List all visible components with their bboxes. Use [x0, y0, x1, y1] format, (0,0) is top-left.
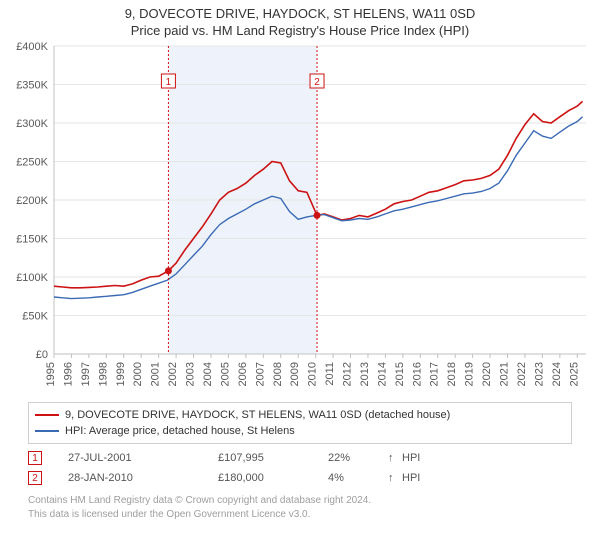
svg-text:2010: 2010 [307, 362, 319, 386]
arrow-up-icon: ↑ [388, 472, 402, 484]
sale-marker-box: 1 [28, 451, 42, 465]
svg-text:2015: 2015 [394, 362, 406, 386]
sale-price: £180,000 [218, 472, 328, 484]
sale-date: 27-JUL-2001 [68, 452, 218, 464]
legend-swatch [35, 414, 59, 416]
chart-svg: £0 £50K £100K £150K £200K £250K £300K £350K £400… [10, 42, 590, 394]
legend-item-price-paid: 9, DOVECOTE DRIVE, HAYDOCK, ST HELENS, W… [35, 407, 565, 423]
arrow-up-icon: ↑ [388, 452, 402, 464]
title-subtitle: Price paid vs. HM Land Registry's House … [0, 23, 600, 38]
svg-text:2022: 2022 [516, 362, 528, 386]
footer-line: This data is licensed under the Open Gov… [28, 508, 572, 522]
sale-marker-box: 2 [28, 471, 42, 485]
chart-legend: 9, DOVECOTE DRIVE, HAYDOCK, ST HELENS, W… [28, 402, 572, 444]
svg-text:£50K: £50K [22, 311, 48, 323]
svg-text:2020: 2020 [481, 362, 493, 386]
svg-text:2009: 2009 [289, 362, 301, 386]
sale-row: 1 27-JUL-2001 £107,995 22% ↑ HPI [28, 448, 572, 468]
svg-text:1995: 1995 [45, 362, 57, 386]
legend-label: HPI: Average price, detached house, St H… [65, 425, 295, 437]
svg-text:2004: 2004 [202, 362, 214, 386]
svg-text:2007: 2007 [254, 362, 266, 386]
svg-text:1999: 1999 [115, 362, 127, 386]
svg-text:1997: 1997 [80, 362, 92, 386]
svg-text:£100K: £100K [16, 272, 48, 284]
svg-text:2003: 2003 [185, 362, 197, 386]
svg-text:1996: 1996 [62, 362, 74, 386]
svg-text:£200K: £200K [16, 195, 48, 207]
chart-titles: 9, DOVECOTE DRIVE, HAYDOCK, ST HELENS, W… [0, 0, 600, 42]
svg-text:£150K: £150K [16, 234, 48, 246]
sale-hpi-label: HPI [402, 472, 420, 484]
svg-text:2024: 2024 [551, 362, 563, 386]
legend-item-hpi: HPI: Average price, detached house, St H… [35, 423, 565, 439]
svg-text:1998: 1998 [97, 362, 109, 386]
sale-price: £107,995 [218, 452, 328, 464]
svg-text:2018: 2018 [446, 362, 458, 386]
sale-pct: 4% [328, 472, 388, 484]
legend-label: 9, DOVECOTE DRIVE, HAYDOCK, ST HELENS, W… [65, 409, 450, 421]
svg-text:2008: 2008 [272, 362, 284, 386]
svg-text:2: 2 [314, 77, 320, 88]
svg-text:2021: 2021 [499, 362, 511, 386]
svg-text:2005: 2005 [219, 362, 231, 386]
svg-text:2011: 2011 [324, 362, 336, 386]
legend-swatch [35, 430, 59, 432]
svg-text:£400K: £400K [16, 42, 48, 53]
svg-text:2016: 2016 [411, 362, 423, 386]
svg-text:£250K: £250K [16, 157, 48, 169]
title-address: 9, DOVECOTE DRIVE, HAYDOCK, ST HELENS, W… [0, 6, 600, 21]
sale-pct: 22% [328, 452, 388, 464]
svg-text:£350K: £350K [16, 80, 48, 92]
svg-text:2013: 2013 [359, 362, 371, 386]
svg-text:2014: 2014 [376, 362, 388, 386]
svg-text:£0: £0 [36, 349, 48, 361]
sale-row: 2 28-JAN-2010 £180,000 4% ↑ HPI [28, 468, 572, 488]
svg-text:2019: 2019 [464, 362, 476, 386]
sale-hpi-label: HPI [402, 452, 420, 464]
svg-text:2025: 2025 [568, 362, 580, 386]
svg-text:2000: 2000 [132, 362, 144, 386]
sales-table: 1 27-JUL-2001 £107,995 22% ↑ HPI 2 28-JA… [28, 448, 572, 488]
price-chart: £0 £50K £100K £150K £200K £250K £300K £350K £400… [10, 42, 590, 394]
footer-line: Contains HM Land Registry data © Crown c… [28, 494, 572, 508]
svg-text:2001: 2001 [150, 362, 162, 386]
svg-text:2012: 2012 [342, 362, 354, 386]
svg-text:2017: 2017 [429, 362, 441, 386]
svg-text:2023: 2023 [533, 362, 545, 386]
svg-text:2002: 2002 [167, 362, 179, 386]
svg-text:£300K: £300K [16, 118, 48, 130]
footer-attribution: Contains HM Land Registry data © Crown c… [28, 494, 572, 521]
sale-date: 28-JAN-2010 [68, 472, 218, 484]
svg-text:2006: 2006 [237, 362, 249, 386]
svg-text:1: 1 [166, 77, 172, 88]
